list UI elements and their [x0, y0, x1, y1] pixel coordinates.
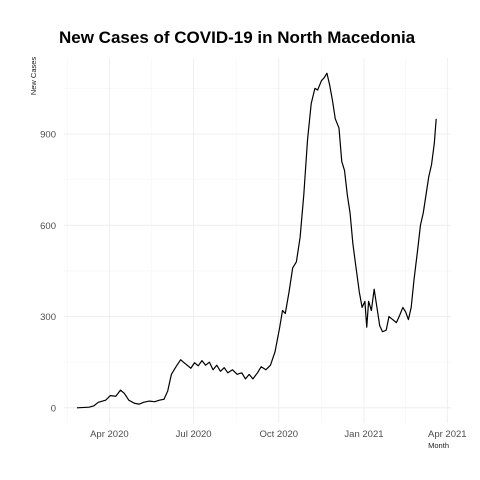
x-axis-ticks: Apr 2020 Jul 2020 Oct 2020 Jan 2021 Apr 2021 — [90, 429, 466, 440]
y-axis-title: New Cases — [29, 57, 38, 96]
x-tick-label: Apr 2020 — [90, 429, 129, 440]
y-tick-label: 300 — [40, 312, 56, 323]
chart-title: New Cases of COVID-19 in North Macedonia — [59, 28, 416, 47]
y-tick-label: 600 — [40, 221, 56, 232]
x-tick-label: Jan 2021 — [344, 429, 383, 440]
y-axis-ticks: 0 300 600 900 — [40, 130, 56, 415]
x-tick-label: Oct 2020 — [260, 429, 299, 440]
x-axis-title: Month — [428, 441, 449, 450]
y-tick-label: 0 — [51, 403, 56, 414]
grid — [64, 58, 451, 423]
x-tick-label: Apr 2021 — [428, 429, 467, 440]
series-layer — [76, 72, 437, 409]
series-line — [76, 72, 437, 409]
x-tick-label: Jul 2020 — [176, 429, 212, 440]
y-tick-label: 900 — [40, 130, 56, 141]
